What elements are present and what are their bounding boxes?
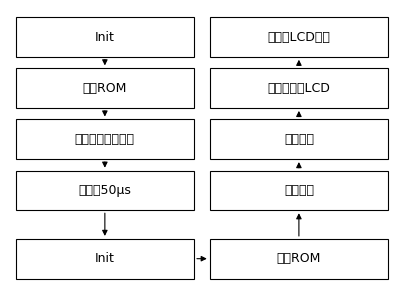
Text: Init: Init bbox=[95, 252, 115, 265]
Text: Init: Init bbox=[95, 30, 115, 44]
Text: 读存儲器: 读存儲器 bbox=[284, 184, 314, 197]
Text: 获得温度: 获得温度 bbox=[284, 133, 314, 146]
Bar bbox=[15, 17, 194, 57]
Bar bbox=[209, 68, 388, 108]
Text: 跳过ROM: 跳过ROM bbox=[83, 82, 127, 95]
Text: 串口和LCD显示: 串口和LCD显示 bbox=[267, 30, 330, 44]
Bar bbox=[209, 171, 388, 210]
Text: 发出温度转换命令: 发出温度转换命令 bbox=[75, 133, 135, 146]
Bar bbox=[209, 239, 388, 279]
Text: 输到串口和LCD: 输到串口和LCD bbox=[267, 82, 330, 95]
Bar bbox=[209, 17, 388, 57]
Bar bbox=[15, 119, 194, 159]
Bar bbox=[15, 239, 194, 279]
Bar bbox=[209, 119, 388, 159]
Text: 跳过ROM: 跳过ROM bbox=[277, 252, 321, 265]
Text: 至少等50μs: 至少等50μs bbox=[78, 184, 131, 197]
Bar bbox=[15, 68, 194, 108]
Bar bbox=[15, 171, 194, 210]
